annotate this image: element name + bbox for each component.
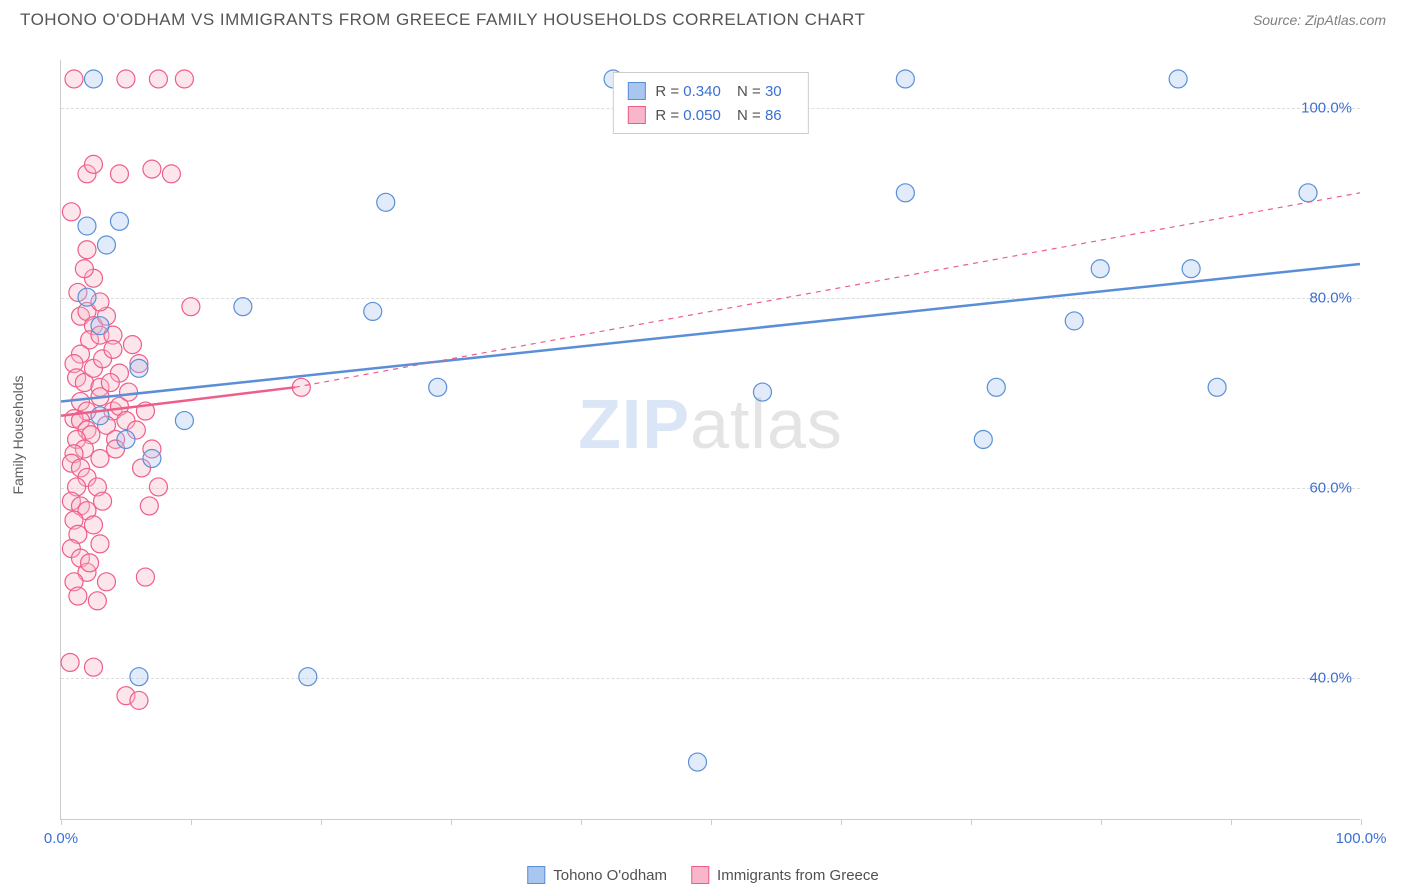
series-legend: Tohono O'odham Immigrants from Greece bbox=[527, 866, 879, 884]
swatch-series2-bottom bbox=[691, 866, 709, 884]
chart-title: TOHONO O'ODHAM VS IMMIGRANTS FROM GREECE… bbox=[20, 10, 865, 30]
swatch-series2 bbox=[627, 106, 645, 124]
source-citation: Source: ZipAtlas.com bbox=[1253, 12, 1386, 28]
series1-label: Tohono O'odham bbox=[553, 867, 667, 884]
chart-container: Family Households ZIPatlas R = 0.340 N =… bbox=[40, 50, 1380, 820]
x-tick-label: 100.0% bbox=[1336, 830, 1387, 847]
y-tick-label: 80.0% bbox=[1309, 289, 1352, 306]
y-tick-label: 60.0% bbox=[1309, 479, 1352, 496]
correlation-legend: R = 0.340 N = 30 R = 0.050 N = 86 bbox=[612, 72, 808, 134]
x-tick-label: 0.0% bbox=[44, 830, 78, 847]
scatter-svg bbox=[61, 60, 1360, 819]
y-tick-label: 100.0% bbox=[1301, 99, 1352, 116]
y-axis-label: Family Households bbox=[10, 375, 26, 494]
y-tick-label: 40.0% bbox=[1309, 669, 1352, 686]
swatch-series1-bottom bbox=[527, 866, 545, 884]
series2-label: Immigrants from Greece bbox=[717, 867, 879, 884]
swatch-series1 bbox=[627, 82, 645, 100]
plot-area: ZIPatlas R = 0.340 N = 30 R = 0.050 N = … bbox=[60, 60, 1360, 820]
